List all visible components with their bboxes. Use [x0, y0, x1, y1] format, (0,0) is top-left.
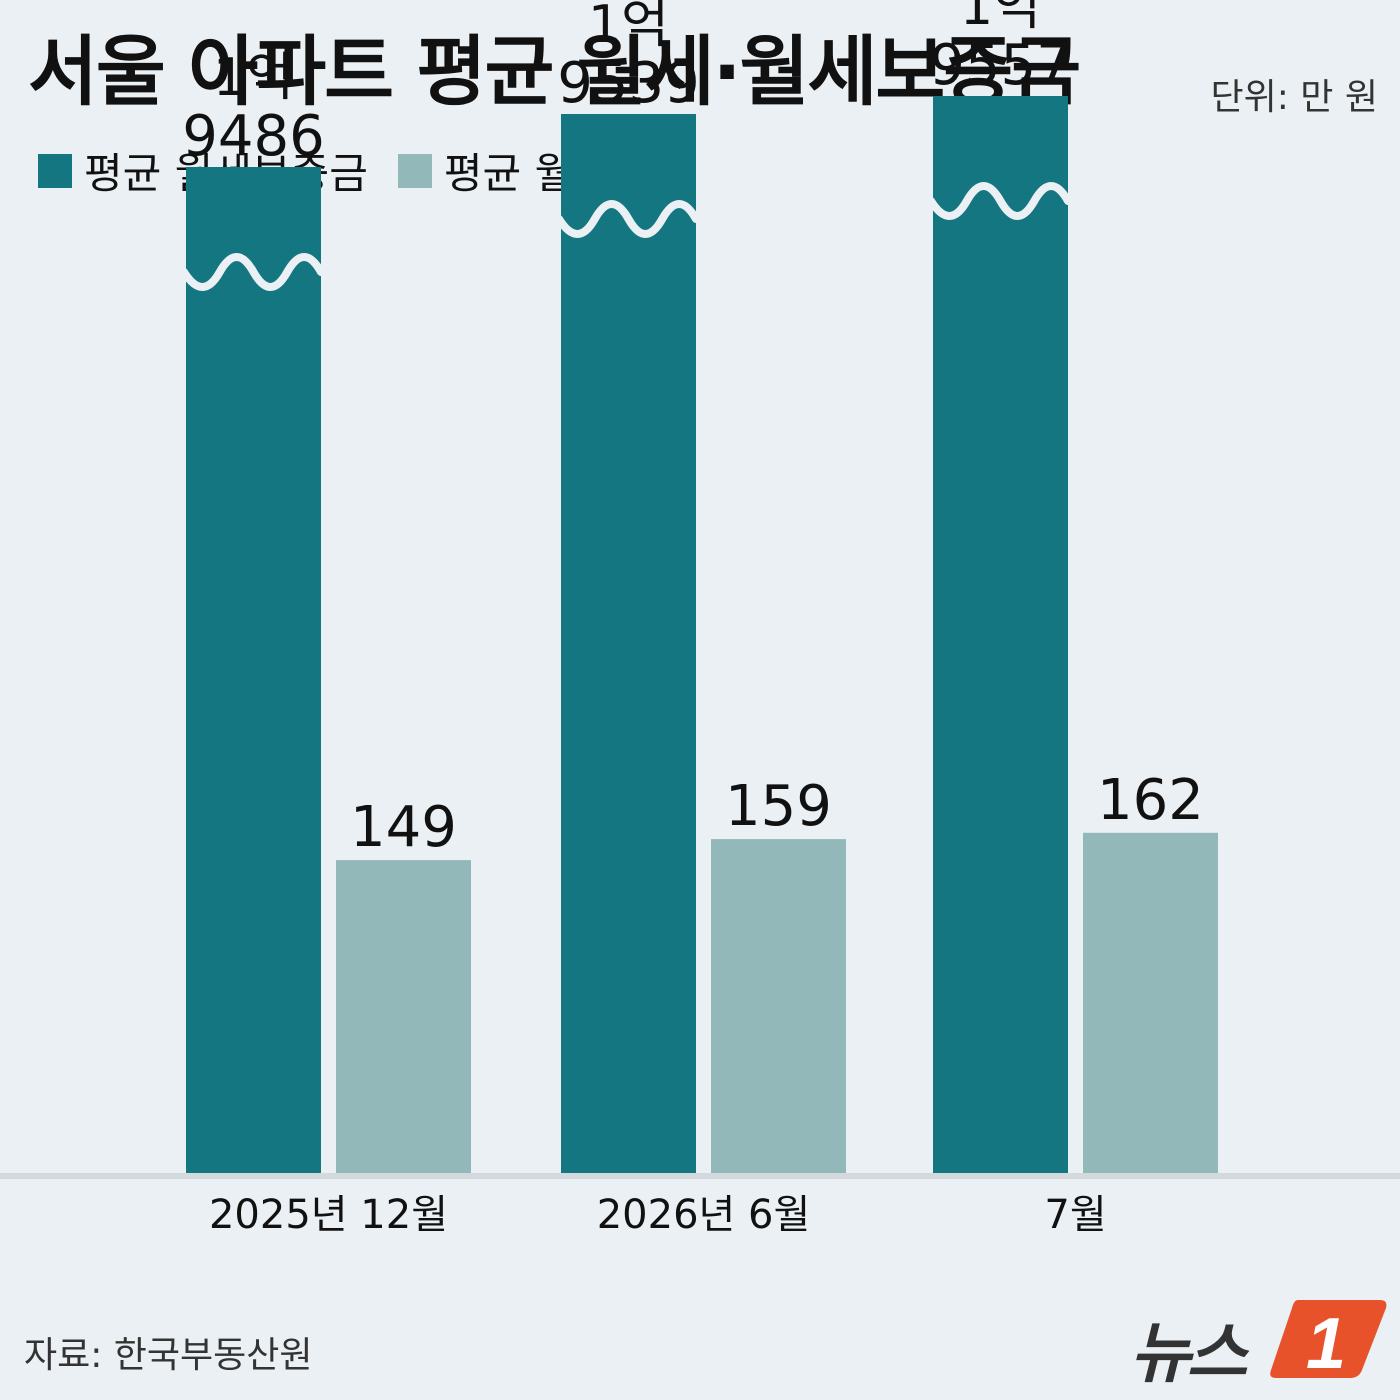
source-note: 자료: 한국부동산원	[24, 1335, 313, 1376]
rent-label-2: 162	[1097, 768, 1204, 833]
deposit-label-value-0: 9486	[182, 104, 325, 169]
deposit-label-eok-1: 1억	[588, 0, 669, 55]
deposit-label-eok-2: 1억	[960, 0, 1041, 37]
axis-baseline	[0, 1173, 1400, 1179]
deposit-label-eok-0: 1억	[213, 48, 294, 108]
svg-text:1: 1	[1306, 1304, 1346, 1382]
unit-label: 단위: 만 원	[1210, 77, 1379, 118]
bar-rent-1	[711, 839, 846, 1173]
deposit-label-value-1: 9539	[557, 51, 700, 116]
logo-text: 뉴스	[1130, 1315, 1247, 1392]
bar-deposit-1	[561, 114, 696, 1173]
rent-label-1: 159	[725, 774, 832, 839]
axis-break-1	[555, 200, 700, 238]
bar-rent-0	[336, 860, 471, 1173]
bar-deposit-2	[933, 96, 1068, 1173]
logo-mark-icon: 1	[1270, 1300, 1387, 1382]
category-label-1: 2026년 6월	[597, 1192, 811, 1238]
rent-label-0: 149	[350, 795, 457, 860]
category-label-2: 7월	[1044, 1192, 1106, 1238]
axis-break-2	[927, 182, 1072, 220]
deposit-label-value-2: 9557	[929, 33, 1072, 98]
axis-break-0	[180, 253, 325, 291]
bar-rent-2	[1083, 832, 1218, 1173]
bar-deposit-0	[186, 167, 321, 1173]
legend-swatch-deposit	[38, 153, 72, 188]
legend-swatch-rent	[397, 153, 432, 188]
chart-title: 서울 아파트 평균 월세·월세보증금	[28, 27, 1081, 116]
news1-logo: 뉴스 1	[1130, 1292, 1390, 1392]
category-label-0: 2025년 12월	[209, 1192, 448, 1238]
